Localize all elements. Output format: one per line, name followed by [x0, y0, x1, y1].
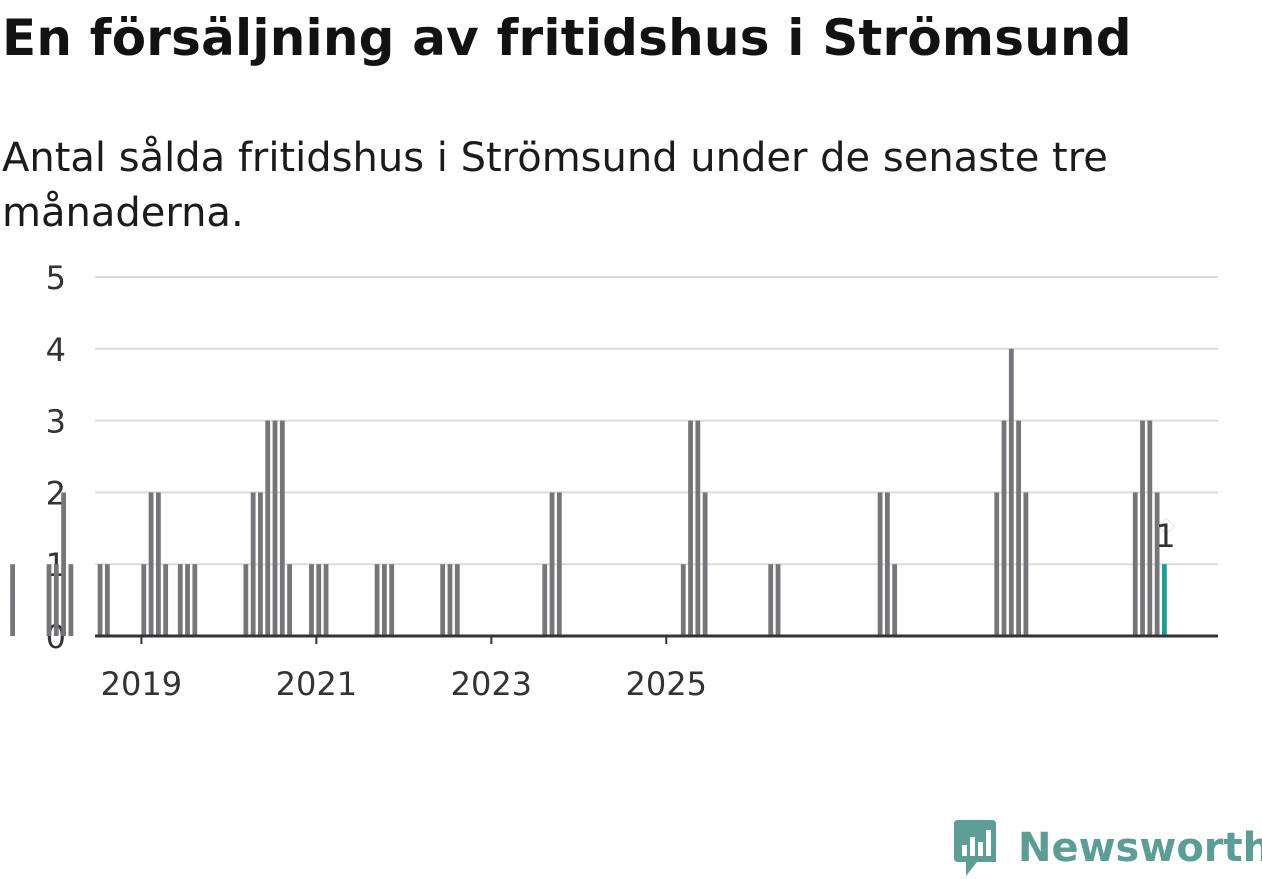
bar [250, 492, 256, 636]
bar [884, 492, 890, 636]
bar [309, 564, 314, 636]
bar [695, 420, 701, 636]
bar [272, 420, 278, 636]
bar [104, 564, 110, 636]
bar [768, 564, 774, 636]
bar [877, 492, 883, 636]
bar [61, 492, 67, 636]
bar [447, 564, 453, 636]
y-tick-label: 4 [46, 331, 66, 369]
bar [258, 492, 263, 636]
bar [279, 420, 285, 636]
bar [1001, 420, 1007, 636]
bar [1008, 348, 1014, 636]
bar [454, 564, 460, 636]
y-tick-label: 5 [46, 259, 66, 297]
bar [994, 492, 1000, 636]
bar [10, 564, 15, 636]
bar [440, 564, 446, 636]
bar [389, 564, 395, 636]
brand-name: Newsworthy [1018, 825, 1262, 871]
y-tick-label: 3 [46, 403, 66, 441]
bar [177, 564, 183, 636]
bar [1023, 492, 1029, 636]
bar [688, 420, 693, 636]
bars [10, 348, 1167, 636]
data-label-latest: 1 [1155, 517, 1175, 555]
bar [1132, 492, 1138, 636]
bar [323, 564, 329, 636]
bar [46, 564, 52, 636]
bar [542, 564, 548, 636]
bar [185, 564, 190, 636]
bar [1154, 492, 1160, 636]
bar [702, 492, 708, 636]
bar [141, 564, 147, 636]
x-tick-label: 2023 [451, 665, 532, 703]
x-tick-label: 2021 [276, 665, 357, 703]
data-labels: 1 [1155, 517, 1175, 555]
bar-chart: 012345 2012201420162019202120232025 1 [10, 259, 1218, 703]
bar [374, 564, 380, 636]
bar [53, 564, 59, 636]
bar [287, 564, 292, 636]
y-tick-label: 2 [46, 474, 66, 512]
bar [265, 420, 271, 636]
bar [556, 492, 562, 636]
gridlines [95, 276, 1218, 566]
bar [68, 564, 74, 636]
bar [316, 564, 322, 636]
bar [1016, 420, 1021, 636]
bar [163, 564, 169, 636]
data-label-marker [1157, 517, 1176, 535]
bar [892, 564, 898, 636]
bar [243, 564, 249, 636]
bar [775, 564, 781, 636]
x-tick-label: 2019 [101, 665, 182, 703]
bar [680, 564, 686, 636]
bar [192, 564, 198, 636]
chart-title: En försäljning av fritidshus i Strömsund [2, 9, 1132, 67]
x-tick-label: 2025 [626, 665, 707, 703]
bar [549, 492, 555, 636]
bar-latest [1162, 564, 1167, 636]
bar [155, 492, 161, 636]
newsworthy-logo: Newsworthy [950, 818, 1262, 878]
bar [1140, 420, 1145, 636]
bar [97, 564, 103, 636]
newsworthy-logo-icon [954, 820, 996, 876]
bar [381, 564, 387, 636]
y-axis-ticks: 012345 [46, 259, 66, 656]
bar [148, 492, 154, 636]
bar [1147, 420, 1153, 636]
chart-subtitle: Antal sålda fritidshus i Strömsund under… [2, 135, 1108, 236]
x-axis-ticks: 2012201420162019202120232025 [101, 636, 707, 703]
